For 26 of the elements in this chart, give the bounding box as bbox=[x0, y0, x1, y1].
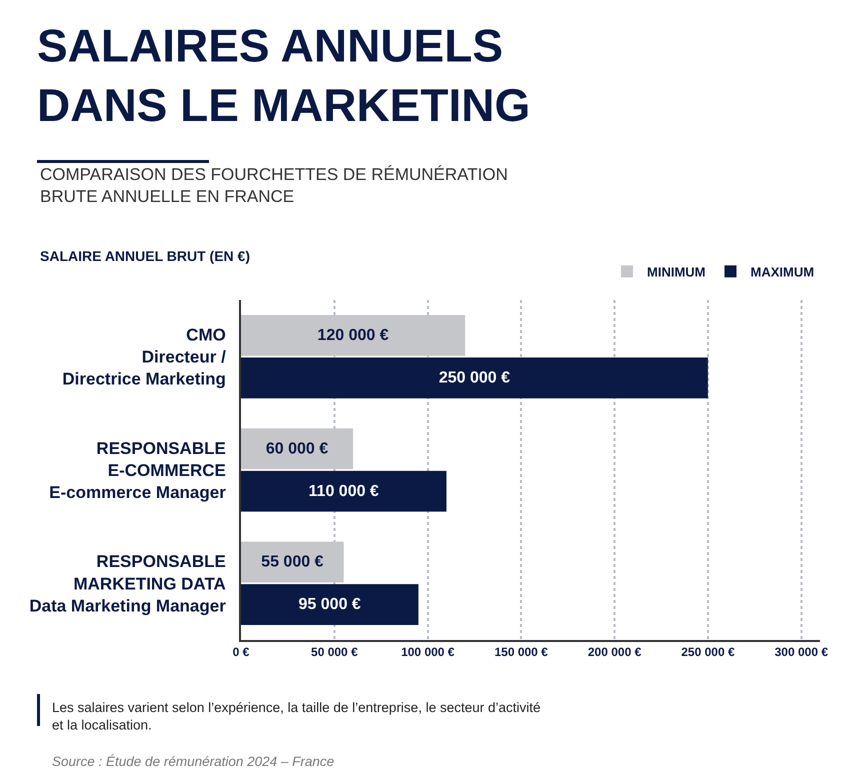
text: Les salaires varient selon l’expérience, la taille de l’entreprise, le secteur d’activité et la localisation. bbox=[52, 700, 540, 733]
legend-label: MAXIMUM bbox=[750, 264, 814, 280]
data-label: 120 000 € bbox=[317, 326, 389, 344]
data-label: 250 000 € bbox=[438, 369, 510, 386]
x-tick-label: 50 000 € bbox=[311, 645, 358, 660]
x-tick-label: 250 000 € bbox=[681, 645, 735, 660]
y-tick-label: RESPONSABLE E-COMMERCE E-commerce Manager bbox=[49, 438, 226, 502]
x-tick-label: 100 000 € bbox=[401, 645, 455, 660]
chart-subtitle: COMPARAISON DES FOURCHETTES DE RÉMUNÉRATION BRUTE ANNUELLE EN FRANCE bbox=[40, 165, 508, 206]
data-label: 60 000 € bbox=[266, 440, 328, 458]
x-tick-label: 0 € bbox=[232, 645, 250, 660]
legend-label: MINIMUM bbox=[647, 264, 706, 280]
x-tick-label: 300 000 € bbox=[774, 645, 828, 660]
data-label: 95 000 € bbox=[298, 596, 361, 614]
y-axis-title: SALAIRE ANNUEL BRUT (EN €) bbox=[40, 248, 250, 264]
data-label: 55 000 € bbox=[261, 554, 324, 571]
x-tick-label: 150 000 € bbox=[494, 645, 548, 660]
x-tick-label: 200 000 € bbox=[588, 645, 642, 660]
bar bbox=[241, 358, 708, 398]
data-label: 110 000 € bbox=[308, 482, 379, 500]
bar bbox=[241, 470, 446, 512]
y-tick-label: RESPONSABLE MARKETING DATA Data Marketing Manager bbox=[29, 552, 226, 616]
y-tick-label: CMO Directeur / Directrice Marketing bbox=[62, 326, 226, 389]
bar bbox=[241, 584, 418, 625]
chart-title: SALAIRES ANNUELS DANS LE MARKETING bbox=[37, 19, 530, 132]
source-note: Source : Étude de rémunération 2024 – France bbox=[52, 754, 334, 768]
